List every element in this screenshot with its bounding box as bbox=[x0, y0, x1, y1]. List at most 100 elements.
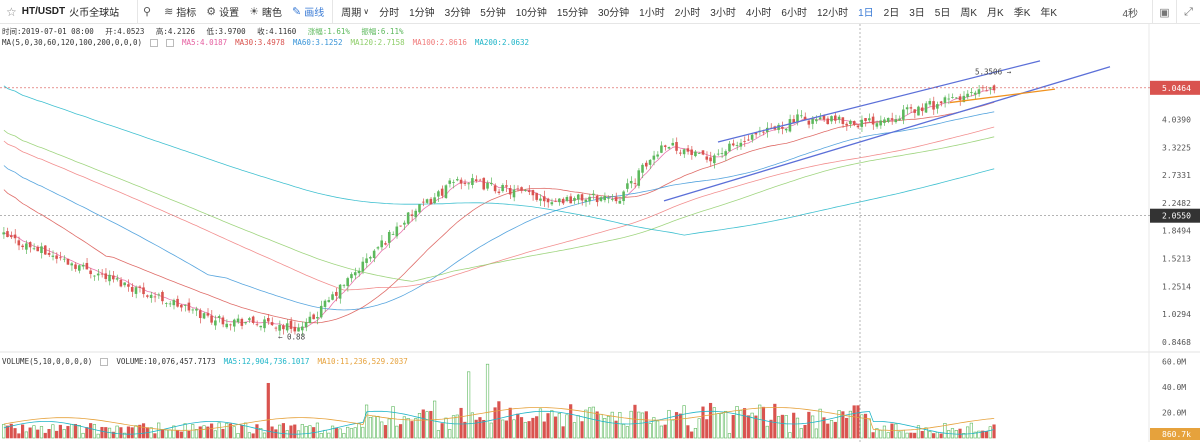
candle-body bbox=[142, 287, 145, 295]
candle-body bbox=[74, 264, 77, 269]
pair-selector[interactable]: ☆ HT/USDT 火币全球站 bbox=[0, 0, 138, 24]
interval-3[interactable]: 5分钟 bbox=[480, 8, 506, 19]
candle-body bbox=[663, 145, 667, 147]
candle-body bbox=[724, 151, 727, 156]
interval-19[interactable]: 季K bbox=[1013, 8, 1031, 19]
candle-body bbox=[834, 115, 837, 121]
interval-13[interactable]: 1日 bbox=[858, 8, 874, 19]
candle-body bbox=[414, 210, 417, 218]
candlestick-chart[interactable]: 5.0464 4.0390 3.3225 2.7331 2.2482 1.8494 1.52… bbox=[0, 24, 1200, 442]
volume-ma5-line bbox=[3, 410, 995, 435]
settings-button[interactable]: ⚙ 设置 bbox=[201, 0, 244, 24]
price-tick-8: 1.0294 bbox=[1162, 310, 1191, 319]
candle-body bbox=[697, 153, 701, 154]
volume-bar bbox=[871, 432, 875, 439]
interval-7[interactable]: 1小时 bbox=[639, 8, 665, 19]
volume-bar bbox=[962, 432, 966, 439]
volume-bar bbox=[43, 432, 47, 439]
candle-body bbox=[928, 100, 932, 105]
search-icon: ⚲ bbox=[143, 6, 152, 18]
candle-body bbox=[490, 182, 493, 185]
candle-body bbox=[954, 97, 958, 99]
sun-icon: ☀ bbox=[249, 6, 260, 18]
indicators-label: 指标 bbox=[176, 8, 197, 19]
interval-14[interactable]: 2日 bbox=[883, 8, 900, 19]
interval-0[interactable]: 分时 bbox=[379, 8, 400, 19]
candle-body bbox=[917, 106, 920, 116]
search-button[interactable]: ⚲ bbox=[138, 0, 159, 24]
volume-bar bbox=[606, 416, 611, 439]
interval-20[interactable]: 年K bbox=[1040, 8, 1058, 19]
candle-body bbox=[304, 322, 308, 328]
interval-5[interactable]: 15分钟 bbox=[556, 8, 589, 19]
volume-bar bbox=[992, 424, 996, 439]
candle-body bbox=[25, 243, 28, 250]
volume-bar bbox=[818, 408, 822, 439]
interval-8[interactable]: 2小时 bbox=[674, 8, 701, 19]
camera-icon[interactable]: ▣ bbox=[1152, 0, 1176, 24]
volume-bar bbox=[584, 409, 588, 439]
interval-16[interactable]: 5日 bbox=[934, 8, 951, 19]
interval-9[interactable]: 3小时 bbox=[710, 8, 736, 19]
candle-body bbox=[410, 214, 414, 217]
ma200-line bbox=[3, 85, 995, 236]
volume-bar bbox=[194, 429, 199, 439]
volume-bar bbox=[984, 431, 989, 439]
candle-body bbox=[905, 107, 909, 110]
candle-body bbox=[637, 170, 641, 186]
ohlc-high: 高:4.2126 bbox=[155, 27, 196, 36]
volume-bar bbox=[901, 429, 905, 439]
draw-button[interactable]: ✎ 画线 bbox=[287, 0, 329, 24]
volume-bar bbox=[323, 429, 327, 439]
indicators-button[interactable]: ≋ 指标 bbox=[159, 0, 201, 24]
candle-body bbox=[40, 246, 43, 253]
interval-4[interactable]: 10分钟 bbox=[515, 8, 547, 19]
candle-body bbox=[236, 318, 240, 323]
volume-legend: VOLUME(5,10,0,0,0,0) VOLUME:10,076,457.7… bbox=[2, 357, 424, 366]
ma-item-0: MA5:4.0187 bbox=[181, 38, 228, 47]
candle-body bbox=[161, 291, 164, 302]
volume-bar bbox=[444, 417, 448, 439]
ohlc-readout: 时间:2019-07-01 08:00 开:4.0523 高:4.2126 低:… bbox=[2, 26, 410, 37]
volume-bar bbox=[826, 423, 830, 439]
candle-body bbox=[622, 191, 625, 202]
candle-body bbox=[883, 119, 886, 123]
interval-11[interactable]: 6小时 bbox=[781, 8, 807, 19]
ma-settings-icon[interactable] bbox=[149, 38, 158, 47]
volume-settings-icon[interactable] bbox=[100, 357, 109, 366]
interval-10[interactable]: 4小时 bbox=[745, 8, 772, 19]
volume-bar bbox=[100, 426, 104, 439]
interval-17[interactable]: 周K bbox=[960, 8, 978, 19]
candle-body bbox=[350, 274, 353, 279]
interval-6[interactable]: 30分钟 bbox=[598, 8, 630, 19]
interval-1[interactable]: 1分钟 bbox=[409, 8, 435, 19]
volume-bar bbox=[463, 421, 467, 439]
candle-body bbox=[278, 324, 281, 331]
candle-body bbox=[168, 303, 172, 305]
volume-bar bbox=[160, 429, 165, 439]
volume-bar bbox=[822, 417, 826, 439]
candle-body bbox=[837, 116, 841, 120]
candle-body bbox=[939, 101, 943, 104]
candle-body bbox=[406, 212, 410, 224]
volume-bar bbox=[172, 425, 176, 439]
candle-body bbox=[501, 185, 504, 192]
theme-button[interactable]: ☀ 瞎色 bbox=[244, 0, 287, 24]
interval-12[interactable]: 12小时 bbox=[816, 8, 849, 19]
volume-bar bbox=[266, 382, 270, 439]
interval-18[interactable]: 月K bbox=[987, 8, 1004, 19]
interval-15[interactable]: 3日 bbox=[909, 8, 925, 19]
fullscreen-icon[interactable]: ⤢ bbox=[1176, 0, 1200, 24]
interval-2[interactable]: 3分钟 bbox=[444, 8, 471, 19]
candle-body bbox=[558, 198, 561, 203]
volume-bar bbox=[255, 424, 259, 439]
volume-bar bbox=[977, 430, 981, 439]
volume-bar bbox=[251, 433, 255, 439]
period-dropdown[interactable]: 周期 ∨ bbox=[336, 0, 374, 24]
volume-bar bbox=[550, 410, 554, 439]
volume-bar bbox=[262, 432, 267, 439]
volume-bar bbox=[232, 426, 236, 439]
star-icon[interactable]: ☆ bbox=[6, 4, 17, 19]
ma-close-icon[interactable] bbox=[165, 38, 174, 47]
candle-body bbox=[28, 242, 32, 248]
